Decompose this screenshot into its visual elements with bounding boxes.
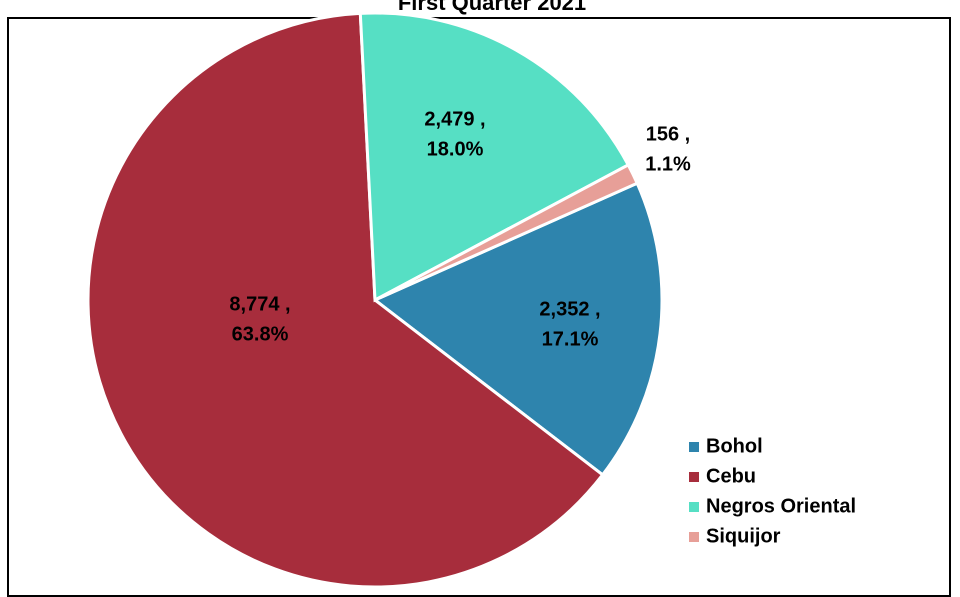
legend-label: Negros Oriental bbox=[706, 495, 856, 517]
data-label: 2,352 , bbox=[539, 298, 600, 320]
data-label: 2,479 , bbox=[424, 108, 485, 130]
chart-title: First Quarter 2021 bbox=[398, 0, 586, 15]
data-label: 156 , bbox=[646, 123, 690, 145]
legend-swatch bbox=[689, 472, 699, 482]
legend-swatch bbox=[689, 442, 699, 452]
pie-slice bbox=[86, 11, 605, 589]
legend-label: Cebu bbox=[706, 465, 756, 487]
legend-label: Siquijor bbox=[706, 525, 781, 547]
pie-slice bbox=[358, 11, 631, 303]
data-label: 1.1% bbox=[645, 153, 691, 175]
data-label: 8,774 , bbox=[229, 293, 290, 315]
data-label: 17.1% bbox=[542, 328, 599, 350]
pie-slice bbox=[372, 181, 664, 477]
pie-slice bbox=[374, 162, 640, 302]
legend-label: Bohol bbox=[706, 435, 763, 457]
data-label: 63.8% bbox=[232, 323, 289, 345]
data-label: 18.0% bbox=[427, 138, 484, 160]
legend-swatch bbox=[689, 502, 699, 512]
legend-swatch bbox=[689, 532, 699, 542]
